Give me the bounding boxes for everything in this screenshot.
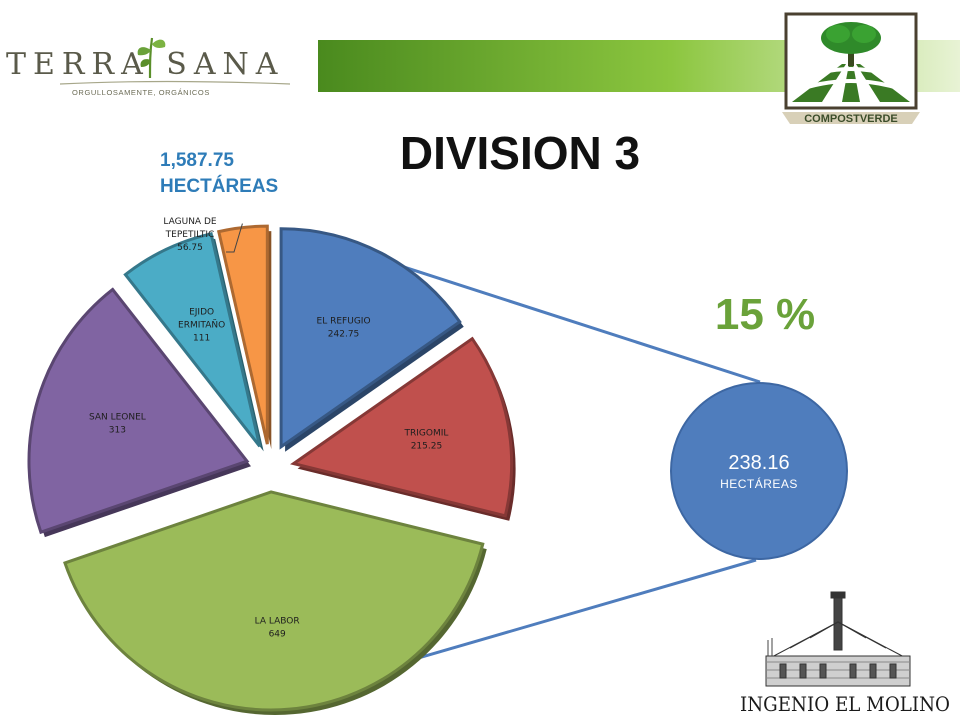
sugar-mill-icon (765, 591, 911, 687)
terrasana-logo: TERRA SANA ORGULLOSAMENTE, ORGÁNICOS (6, 37, 291, 97)
sprout-icon (137, 37, 166, 79)
pie-slice-ejido-ermitano (123, 232, 262, 448)
data-label-laguna-de-tepetiltic: LAGUNA DE TEPETILTIC 56.75 (163, 217, 216, 253)
data-label-san-leonel: SAN LEONEL 313 (89, 412, 146, 435)
pie-slice-el-refugio (279, 227, 462, 450)
data-label-la-labor: LA LABOR 649 (255, 616, 300, 639)
pie-slice-laguna-de-tepetiltic (216, 224, 269, 445)
compostverde-logo: COMPOSTVERDE (782, 12, 920, 124)
logo-underline (59, 80, 291, 85)
compostverde-logo-text: COMPOSTVERDE (804, 113, 898, 124)
percent-label: 15 % (714, 290, 816, 339)
total-area-unit: HECTÁREAS (160, 176, 279, 197)
label-leader-line (226, 223, 243, 253)
data-label-ejido-ermitano: EJIDO ERMITAÑO 111 (178, 307, 225, 343)
ingenio-el-molino-logo: INGENIO EL MOLINO (740, 591, 950, 716)
tree-field-icon (791, 22, 911, 102)
callout-value: 238.16 (728, 452, 790, 474)
callout-circle: 238.16 HECTÁREAS (670, 382, 848, 560)
callout-unit: HECTÁREAS (720, 477, 798, 491)
page-title: DIVISION 3 (399, 127, 641, 179)
pie-slice-san-leonel (27, 287, 250, 535)
total-area-value: 1,587.75 (160, 150, 234, 171)
data-label-el-refugio: EL REFUGIO 242.75 (317, 316, 371, 339)
terrasana-tagline: ORGULLOSAMENTE, ORGÁNICOS (72, 88, 210, 97)
pie-slice-la-labor (63, 490, 485, 712)
pie-slice-trigomil (290, 336, 514, 518)
ingenio-logo-text: INGENIO EL MOLINO (740, 692, 950, 716)
total-area: 1,587.75 HECTÁREAS (160, 148, 278, 200)
data-label-trigomil: TRIGOMIL 215.25 (404, 428, 449, 451)
